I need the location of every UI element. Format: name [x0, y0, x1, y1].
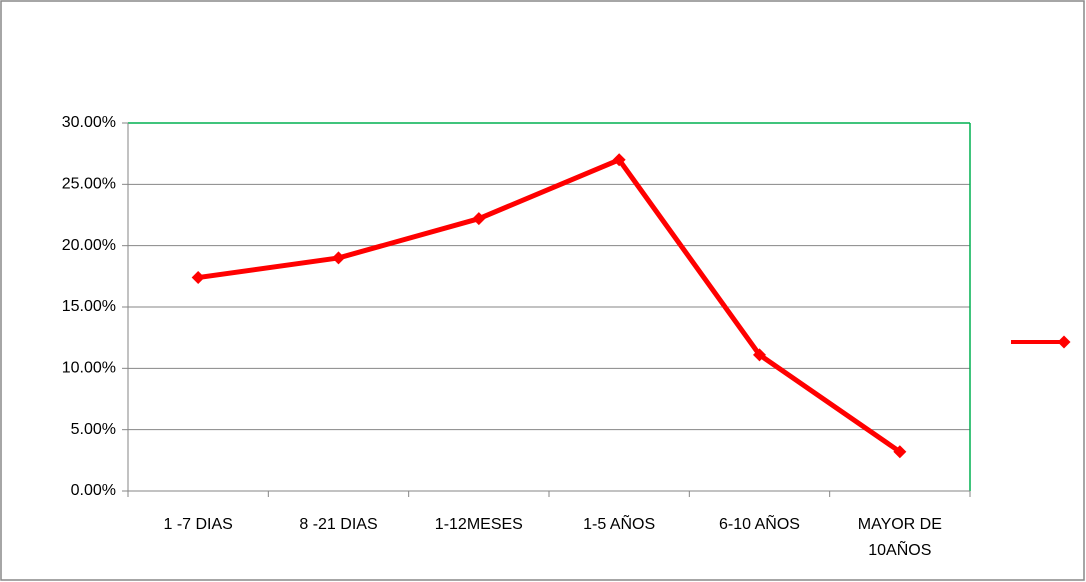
legend-marker: [1057, 335, 1071, 349]
y-tick-label: 0.00%: [71, 482, 116, 499]
x-tick-label: MAYOR DE 10AÑOS: [857, 516, 942, 559]
x-tick-label: 1 -7 DIAS: [163, 516, 233, 533]
x-tick-label: 6-10 AÑOS: [719, 516, 800, 533]
point-marker: [893, 445, 907, 459]
series-line: [197, 157, 902, 454]
x-tick-label: 1-12MESES: [434, 516, 523, 533]
y-tick-label: 10.00%: [62, 360, 116, 377]
point-marker: [472, 212, 486, 226]
x-tick-label: 1-5 AÑOS: [583, 516, 656, 533]
point-marker: [612, 153, 626, 167]
point-marker: [332, 251, 345, 265]
x-tick-label: 8 -21 DIAS: [299, 516, 378, 533]
point-marker: [753, 348, 766, 362]
y-tick-label: 15.00%: [62, 298, 116, 315]
y-tick-label: 30.00%: [62, 114, 116, 131]
y-tick-label: 5.00%: [71, 421, 116, 438]
y-tick-label: 25.00%: [62, 176, 116, 193]
point-marker: [191, 271, 205, 285]
y-tick-label: 20.00%: [62, 237, 116, 254]
